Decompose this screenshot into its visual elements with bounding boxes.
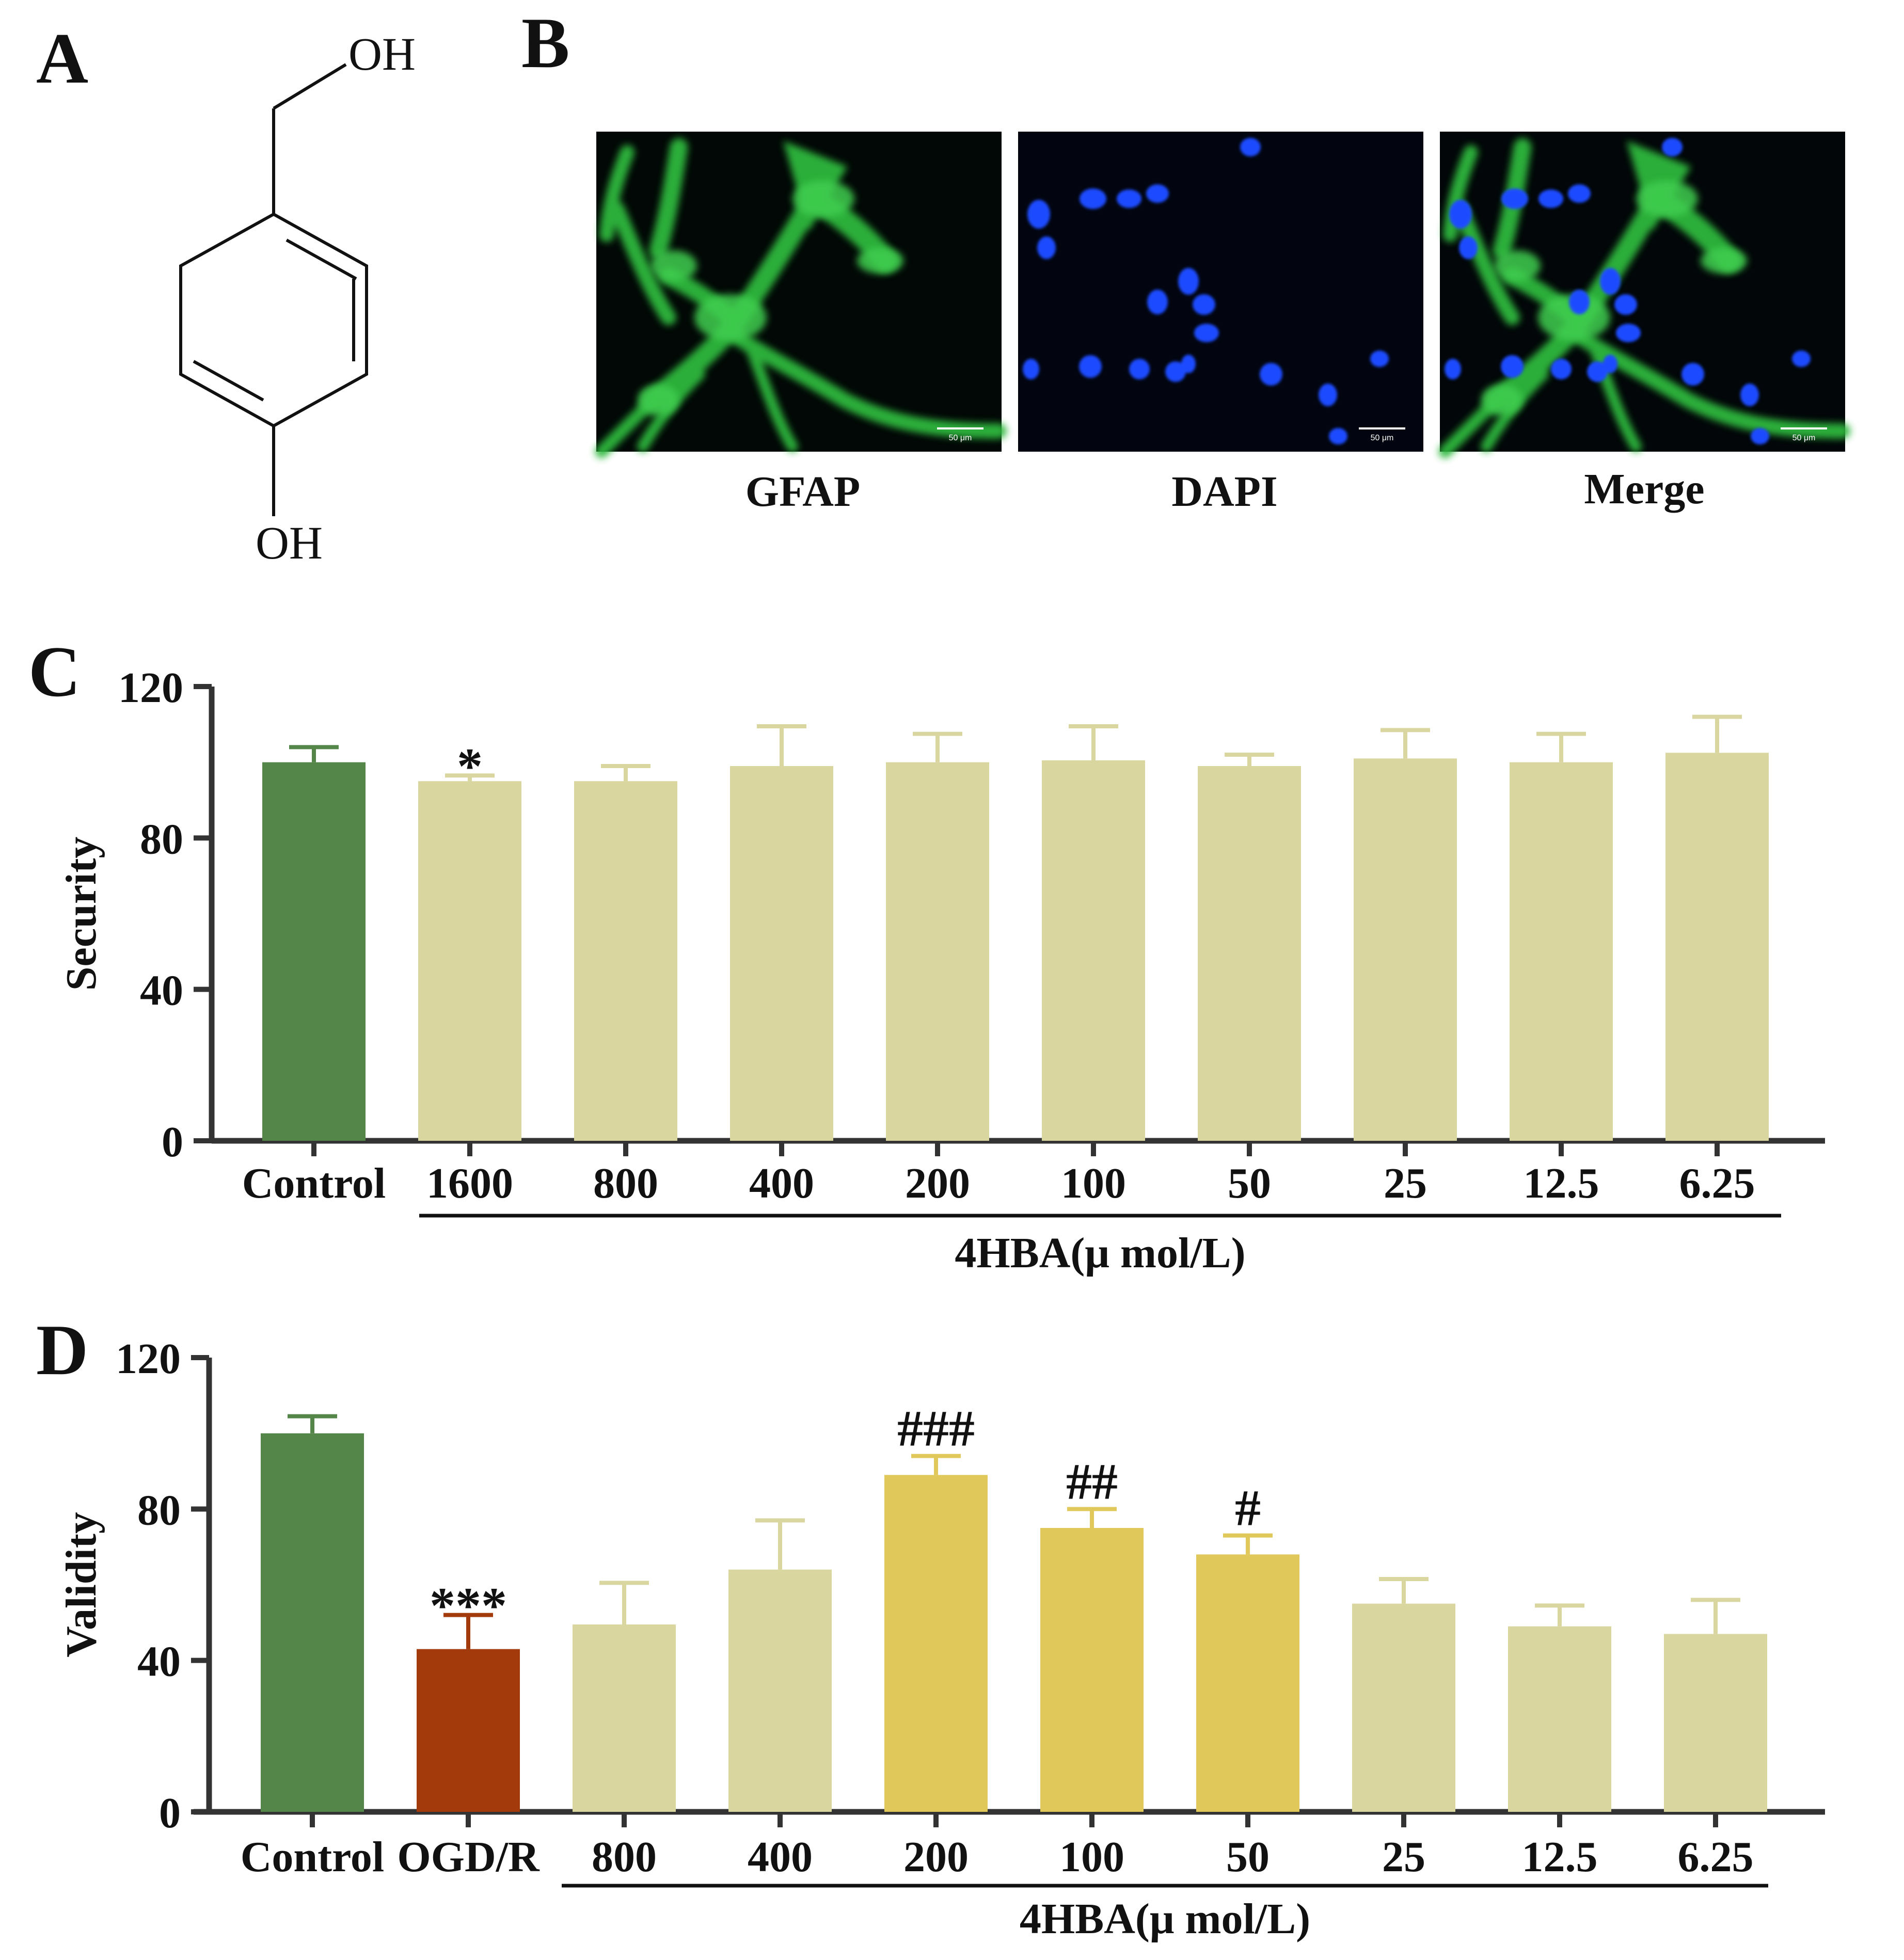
- bar: [730, 766, 833, 1141]
- hydroxyl-bottom-label: OH: [256, 518, 323, 569]
- oh-bond-top: [273, 63, 347, 110]
- y-tick-label: 120: [116, 1335, 181, 1383]
- x-tick-label: 6.25: [1679, 1159, 1755, 1207]
- x-tick-label: 200: [905, 1159, 970, 1207]
- x-tick-label: OGD/R: [397, 1833, 540, 1881]
- x-tick-label: 200: [903, 1833, 969, 1881]
- scale-bar-label: 50 μm: [949, 434, 972, 442]
- bar: [728, 1569, 832, 1812]
- x-tick-label: 100: [1059, 1833, 1124, 1881]
- x-tick-label: 50: [1228, 1159, 1271, 1207]
- x-axis-title: 4HBA(μ mol/L): [1020, 1895, 1310, 1943]
- ring-double-bond: [285, 238, 357, 280]
- bar: [261, 1433, 364, 1812]
- micrograph-label-merge: Merge: [1584, 465, 1704, 513]
- x-tick-label: 1600: [426, 1159, 513, 1207]
- chart-security: 0 40 80 120 Security Control 1600 * 800 400 200 100…: [57, 664, 1825, 1277]
- scale-bar-label: 50 μm: [1371, 434, 1394, 442]
- bar: [574, 781, 677, 1141]
- scale-bar-label: 50 μm: [1792, 434, 1816, 442]
- bar: [1352, 1603, 1455, 1812]
- x-tick-label: 25: [1382, 1833, 1425, 1881]
- x-tick-label: 50: [1226, 1833, 1270, 1881]
- bar: [573, 1624, 676, 1812]
- micrograph-gfap: [596, 132, 1002, 452]
- panel-label-b: B: [521, 3, 569, 83]
- chart-validity: 0 40 80 120 Validity Control OGD/R *** 800 400 200…: [57, 1335, 1825, 1943]
- bar: [1196, 1554, 1299, 1812]
- x-tick-label: Control: [242, 1159, 386, 1207]
- x-axis-title: 4HBA(μ mol/L): [955, 1229, 1245, 1277]
- x-tick-label: 800: [593, 1159, 658, 1207]
- panel-label-d: D: [36, 1310, 88, 1390]
- bar: [1354, 758, 1457, 1141]
- x-tick-label: 400: [748, 1833, 813, 1881]
- panel-label-c: C: [28, 632, 81, 712]
- micrograph-dapi: [1018, 132, 1423, 452]
- x-tick-label: Control: [241, 1833, 384, 1881]
- x-tick-label: 12.5: [1524, 1159, 1599, 1207]
- significance-marker: ###: [897, 1400, 975, 1457]
- x-tick-label: 25: [1384, 1159, 1427, 1207]
- panel-label-a: A: [36, 19, 88, 99]
- bar: [1510, 762, 1613, 1141]
- y-tick-label: 0: [162, 1118, 183, 1166]
- hydroxyl-top-label: OH: [348, 29, 416, 80]
- chemical-structure: [179, 63, 368, 516]
- bar: [884, 1475, 988, 1812]
- y-tick-label: 120: [118, 664, 183, 712]
- bar: [262, 762, 366, 1141]
- x-tick-label: 100: [1061, 1159, 1126, 1207]
- y-tick-label: 0: [159, 1789, 181, 1837]
- significance-marker: ***: [430, 1577, 507, 1634]
- bar: [1042, 760, 1145, 1141]
- bar: [1040, 1528, 1144, 1812]
- significance-marker: *: [457, 737, 483, 794]
- benzene-ring: [179, 212, 368, 428]
- micrograph-merge: [1440, 132, 1845, 452]
- y-tick-label: 40: [137, 1638, 181, 1686]
- y-tick-label: 80: [140, 815, 183, 863]
- x-tick-label: 12.5: [1522, 1833, 1598, 1881]
- y-axis-title: Security: [57, 837, 105, 991]
- significance-marker: #: [1235, 1479, 1261, 1537]
- micrograph-label-dapi: DAPI: [1171, 468, 1277, 516]
- significance-marker: ##: [1066, 1453, 1118, 1510]
- bar: [417, 1649, 520, 1812]
- x-tick-label: 400: [749, 1159, 814, 1207]
- y-axis-title: Validity: [57, 1512, 105, 1658]
- bar: [1664, 1634, 1767, 1812]
- bar: [886, 762, 989, 1141]
- y-tick-label: 80: [137, 1486, 181, 1534]
- micrograph-label-gfap: GFAP: [745, 468, 860, 516]
- bar: [1508, 1626, 1611, 1812]
- y-tick-label: 40: [140, 967, 183, 1015]
- ring-double-bond: [193, 360, 264, 402]
- x-tick-label: 6.25: [1678, 1833, 1754, 1881]
- bar: [1198, 766, 1301, 1141]
- bar: [1665, 753, 1769, 1141]
- x-tick-label: 800: [592, 1833, 657, 1881]
- bar: [418, 781, 521, 1141]
